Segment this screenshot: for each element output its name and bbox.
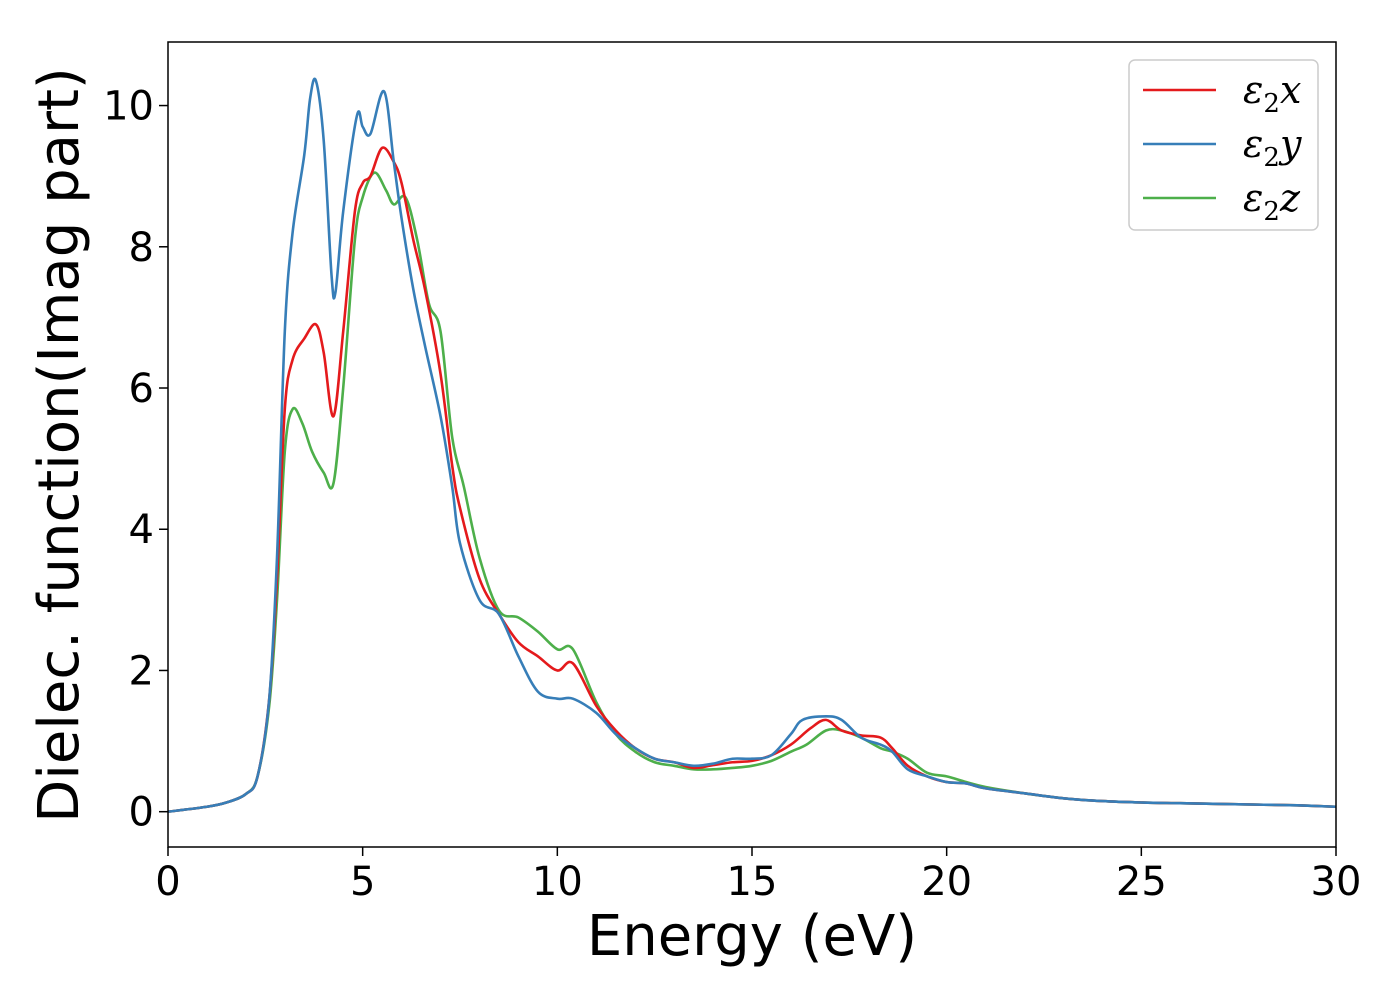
x-tick-label: 20 bbox=[921, 859, 972, 905]
legend-label: ε2y bbox=[1243, 122, 1302, 173]
series-layer bbox=[168, 77, 1336, 813]
y-axis-ticks: 0 2 4 6 8 10 bbox=[103, 84, 168, 836]
legend-entry-x: ε2x bbox=[1143, 68, 1301, 119]
y-tick-label: 10 bbox=[103, 84, 154, 130]
legend-label-subscript: 2 bbox=[1263, 143, 1280, 173]
y-axis-label: Dielec. function(Imag part) bbox=[27, 67, 92, 823]
series-line-y bbox=[168, 77, 1336, 813]
legend-label-base: ε bbox=[1243, 68, 1263, 112]
legend-label-base: ε bbox=[1243, 122, 1263, 166]
y-tick-label: 6 bbox=[129, 366, 154, 412]
legend-label: ε2x bbox=[1243, 68, 1301, 119]
y-tick-label: 2 bbox=[129, 648, 154, 694]
legend-label-subscript: 2 bbox=[1263, 197, 1280, 227]
x-tick-label: 30 bbox=[1311, 859, 1362, 905]
x-tick-label: 15 bbox=[727, 859, 778, 905]
x-axis-ticks: 0 5 10 15 20 25 30 bbox=[155, 847, 1361, 905]
series-line-z bbox=[168, 171, 1336, 813]
x-tick-label: 0 bbox=[155, 859, 180, 905]
legend-box bbox=[1128, 59, 1319, 231]
legend-entry-y: ε2y bbox=[1143, 122, 1302, 173]
y-tick-label: 8 bbox=[129, 225, 154, 271]
y-tick-label: 4 bbox=[129, 507, 154, 553]
x-axis-label: Energy (eV) bbox=[587, 904, 917, 969]
legend-label-axis: z bbox=[1279, 176, 1301, 220]
legend-label-axis: x bbox=[1280, 68, 1301, 112]
y-tick-label: 0 bbox=[129, 790, 154, 836]
x-tick-label: 10 bbox=[532, 859, 583, 905]
legend-label-axis: y bbox=[1278, 122, 1302, 166]
legend-label-subscript: 2 bbox=[1263, 89, 1280, 119]
legend-entry-z: ε2z bbox=[1143, 176, 1301, 227]
x-tick-label: 25 bbox=[1116, 859, 1167, 905]
legend-label: ε2z bbox=[1243, 176, 1301, 227]
x-tick-label: 5 bbox=[350, 859, 375, 905]
legend-label-base: ε bbox=[1243, 176, 1263, 220]
